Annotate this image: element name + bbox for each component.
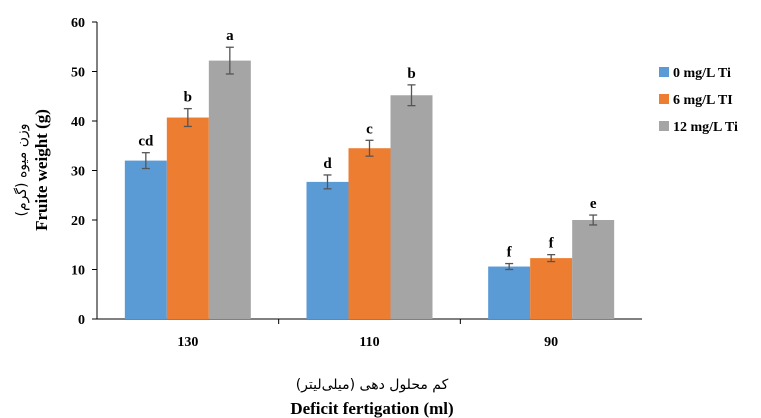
y-ticks: 0 10 20 30 40 50 60 bbox=[71, 16, 97, 328]
y-tick-label: 10 bbox=[71, 264, 85, 279]
bar bbox=[530, 258, 573, 319]
data-label: b bbox=[184, 90, 192, 106]
bar bbox=[390, 95, 433, 319]
bar bbox=[572, 220, 615, 319]
data-label: d bbox=[323, 156, 332, 172]
x-tick-label: 130 bbox=[177, 335, 198, 350]
legend-label: 6 mg/L TI bbox=[673, 93, 733, 108]
y-tick-label: 20 bbox=[71, 214, 85, 229]
x-axis-title: Deficit fertigation (ml) bbox=[290, 399, 453, 418]
y-tick-label: 0 bbox=[78, 313, 85, 328]
bar bbox=[348, 148, 391, 319]
legend-swatch bbox=[659, 94, 669, 104]
y-tick-label: 50 bbox=[71, 66, 85, 81]
data-label: cd bbox=[138, 134, 154, 150]
data-label: b bbox=[407, 66, 415, 82]
bar bbox=[306, 181, 349, 319]
legend-swatch bbox=[659, 67, 669, 77]
x-axis-title-fa: کم محلول دهی (میلی‌لیتر) bbox=[296, 377, 449, 393]
y-tick-label: 30 bbox=[71, 165, 85, 180]
legend-swatch bbox=[659, 121, 669, 131]
bars: cd b a d c b f f e bbox=[124, 28, 615, 320]
bar bbox=[166, 117, 209, 319]
legend: 0 mg/L Ti 6 mg/L TI 12 mg/L Ti bbox=[659, 66, 738, 135]
y-tick-label: 40 bbox=[71, 115, 85, 130]
data-label: f bbox=[507, 245, 513, 261]
y-tick-label: 60 bbox=[71, 16, 85, 31]
x-tick-label: 110 bbox=[359, 335, 379, 350]
bar bbox=[488, 266, 531, 319]
data-label: e bbox=[590, 196, 597, 212]
y-axis-title-fa: وزن میوه (گرم) bbox=[13, 124, 30, 217]
data-label: f bbox=[549, 236, 555, 252]
data-label: a bbox=[226, 28, 234, 44]
x-tick-label: 90 bbox=[544, 335, 558, 350]
x-tick-labels: 130 110 90 bbox=[177, 319, 558, 350]
y-axis-title: Fruite weight (g) bbox=[32, 109, 51, 231]
bar bbox=[124, 160, 167, 319]
data-label: c bbox=[366, 121, 373, 137]
legend-label: 0 mg/L Ti bbox=[673, 66, 731, 81]
legend-label: 12 mg/L Ti bbox=[673, 120, 738, 135]
bar bbox=[208, 60, 251, 320]
